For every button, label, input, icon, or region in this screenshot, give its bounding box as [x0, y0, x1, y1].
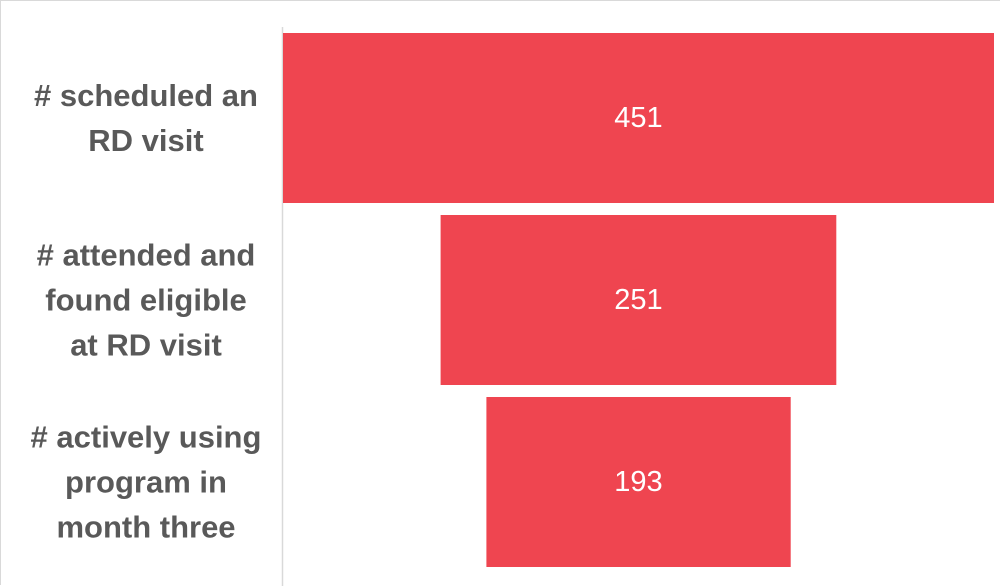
category-label-2-line-1: # attended and	[37, 238, 256, 273]
value-label-1: 451	[614, 102, 662, 134]
category-label-3-line-3: month three	[56, 510, 235, 545]
category-label-2-line-3: at RD visit	[70, 328, 222, 363]
bar-group	[283, 33, 994, 567]
category-label-group: # scheduled an RD visit # attended and foun…	[31, 78, 262, 545]
value-label-group: 451 251 193	[614, 102, 662, 498]
value-label-3: 193	[614, 466, 662, 498]
category-label-3-line-2: program in	[65, 465, 227, 500]
funnel-bar-2	[440, 215, 837, 385]
category-label-1-line-2: RD visit	[88, 123, 203, 158]
value-label-2: 251	[614, 284, 662, 316]
category-label-2-line-2: found eligible	[45, 283, 247, 318]
funnel-bar-1	[283, 33, 994, 203]
category-label-1-line-1: # scheduled an	[34, 78, 258, 113]
category-label-3-line-1: # actively using	[31, 420, 262, 455]
funnel-bar-3	[486, 397, 791, 567]
